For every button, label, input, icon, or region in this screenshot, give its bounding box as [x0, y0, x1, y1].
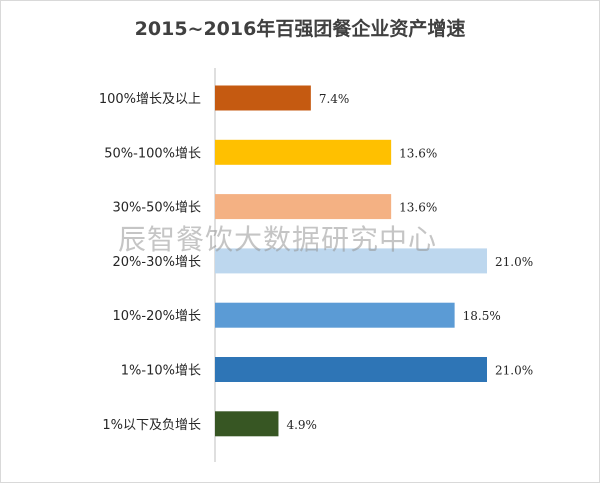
category-label-2: 30%-50%增长 [113, 201, 201, 216]
bar-6 [215, 411, 279, 437]
bar-1 [215, 139, 392, 165]
category-label-1: 50%-100%增长 [104, 146, 201, 161]
value-label-1: 13.6% [399, 146, 437, 160]
value-label-6: 4.9% [286, 418, 317, 432]
category-label-3: 20%-30%增长 [113, 255, 201, 270]
value-label-0: 7.4% [319, 92, 350, 106]
bar-0 [215, 85, 311, 111]
value-label-5: 21.0% [495, 364, 533, 378]
category-label-5: 1%-10%增长 [121, 364, 201, 379]
bar-5 [215, 357, 487, 382]
value-label-2: 13.6% [399, 201, 437, 215]
bar-3 [215, 248, 487, 274]
chart-title: 2015~2016年百强团餐企业资产增速 [134, 18, 466, 40]
bar-2 [215, 194, 392, 220]
category-label-6: 1%以下及负增长 [102, 418, 201, 433]
value-label-3: 21.0% [495, 255, 533, 269]
category-label-0: 100%增长及以上 [99, 92, 201, 107]
value-label-4: 18.5% [463, 309, 501, 323]
bar-4 [215, 302, 455, 328]
category-label-4: 10%-20%增长 [113, 309, 201, 324]
watermark: 辰智餐饮大数据研究中心 [118, 223, 438, 256]
